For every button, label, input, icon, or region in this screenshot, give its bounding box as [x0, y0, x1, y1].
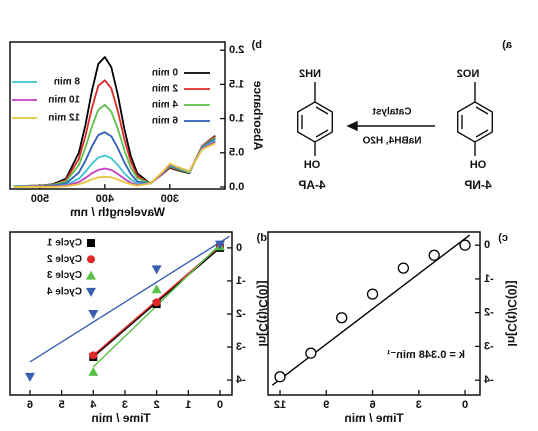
- y-tick-label: -1: [484, 273, 494, 285]
- x-tick-label: 4: [89, 399, 96, 411]
- x-tick-label: 2: [154, 399, 160, 411]
- y-tick-label: -4: [235, 374, 246, 386]
- x-tick-label: 6: [27, 399, 33, 411]
- marker: [88, 366, 99, 376]
- marker: [366, 288, 379, 300]
- y-tick-label: 0: [236, 242, 242, 254]
- legend-label: 12 min: [48, 113, 80, 124]
- legend-label: Cycle 1: [47, 238, 82, 249]
- panel-label: c): [498, 232, 508, 244]
- legend-label: Cycle 3: [47, 270, 82, 281]
- legend-label: Cycle 4: [47, 287, 82, 298]
- panel-label: a): [502, 39, 512, 51]
- marker: [89, 351, 98, 360]
- marker: [428, 249, 440, 261]
- y-tick-label: -3: [484, 340, 494, 352]
- plot-frame: [267, 231, 481, 396]
- y-tick-label: 0.0: [229, 181, 244, 193]
- mirrored-figure: a) NO2 OH 4-NP NH2 OH 4-AP Catalyst NaBH…: [9, 39, 519, 425]
- marker: [336, 312, 348, 324]
- x-tick-label: 0: [217, 399, 223, 411]
- marker: [87, 255, 95, 264]
- substituent: OH: [304, 159, 321, 171]
- reaction-scheme: [296, 82, 493, 156]
- y-tick-label: 2.0: [229, 44, 244, 56]
- y-tick-label: 0.5: [229, 147, 244, 159]
- x-tick-label: 12: [274, 399, 286, 411]
- compound-name: 4-AP: [298, 178, 325, 192]
- y-tick-label: 1.0: [229, 112, 244, 124]
- double-bond: [315, 129, 329, 138]
- x-tick-label: 1: [185, 399, 191, 411]
- fit-line: [29, 235, 230, 363]
- x-axis-label: Time / min: [91, 411, 150, 425]
- marker: [86, 270, 96, 280]
- substituent: NH2: [299, 68, 321, 80]
- x-tick-label: 3: [122, 399, 128, 411]
- double-bond: [315, 106, 329, 115]
- x-tick-label: 3: [416, 399, 422, 411]
- y-tick-label: -4: [483, 374, 494, 386]
- marker: [214, 240, 225, 250]
- spectrum-line: [13, 142, 216, 188]
- marker: [305, 347, 317, 359]
- y-tick-label: -2: [236, 308, 246, 320]
- legend-label: 10 min: [48, 95, 80, 106]
- y-tick-label: -2: [484, 307, 494, 319]
- x-tick-label: 6: [369, 399, 375, 411]
- x-axis-label: Time / min: [344, 411, 403, 425]
- substituent: OH: [470, 159, 487, 171]
- x-tick-label: 0: [462, 399, 468, 411]
- marker: [274, 371, 286, 383]
- compound-name: 4-NP: [464, 178, 491, 192]
- y-tick-label: 1.5: [229, 78, 244, 90]
- panel-label: d): [256, 232, 267, 244]
- y-axis-label: ln[C(t)/C(0)]: [505, 281, 519, 347]
- legend-label: 8 min: [54, 77, 80, 88]
- substituent: NO2: [457, 68, 480, 80]
- plot-frame: [9, 41, 226, 190]
- x-tick-label: 300: [161, 193, 179, 205]
- legend-label: 4 min: [152, 100, 178, 111]
- legend-label: 0 min: [152, 68, 178, 79]
- y-tick-label: -3: [236, 341, 246, 353]
- legend-label: 2 min: [152, 84, 178, 95]
- legend-label: Cycle 2: [47, 254, 82, 265]
- double-bond: [475, 106, 489, 115]
- legend-label: 6 min: [152, 116, 178, 127]
- marker: [86, 287, 96, 297]
- marker: [24, 372, 35, 382]
- reagent-label: Catalyst: [372, 107, 412, 118]
- x-tick-label: 500: [31, 193, 49, 205]
- marker: [459, 239, 471, 251]
- marker: [397, 262, 410, 274]
- double-bond: [475, 129, 489, 138]
- x-tick-label: 400: [96, 193, 114, 205]
- x-axis-label: Wavelength / nm: [70, 205, 165, 219]
- x-tick-label: 5: [59, 399, 65, 411]
- marker: [87, 239, 95, 247]
- marker: [152, 298, 161, 307]
- reagent-label: NaBH4, H2O: [362, 136, 421, 147]
- annotation: k = 0.348 min⁻¹: [386, 349, 465, 361]
- marker: [151, 284, 162, 294]
- panel-label: b): [251, 39, 262, 51]
- y-tick-label: -1: [236, 275, 246, 287]
- y-axis-label: Absorbance: [251, 81, 265, 151]
- y-tick-label: 0: [484, 239, 490, 251]
- marker: [88, 309, 99, 319]
- x-tick-label: 9: [323, 399, 329, 411]
- marker: [151, 265, 162, 275]
- arrow-head: [346, 120, 358, 132]
- y-axis-label: ln[C(t)/C(0)]: [256, 281, 270, 347]
